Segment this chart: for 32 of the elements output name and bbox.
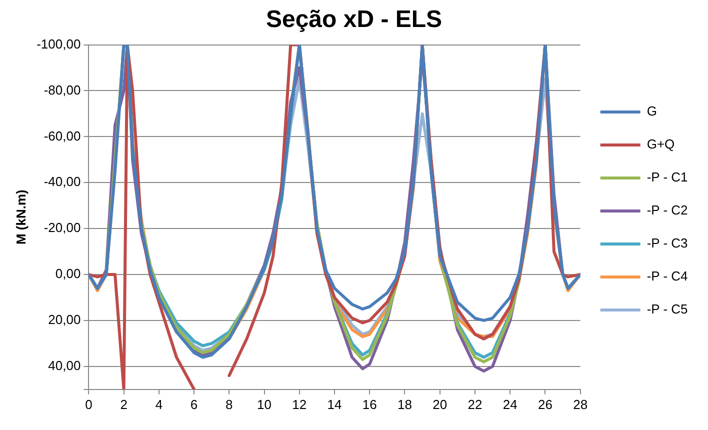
x-tick-label: 26 bbox=[538, 396, 552, 412]
x-tick-label: 20 bbox=[432, 396, 448, 412]
legend-label: -P - C5 bbox=[646, 302, 688, 317]
y-tick-label: 0,00 bbox=[55, 266, 81, 282]
x-tick-label: 10 bbox=[257, 396, 272, 412]
x-tick-label: 8 bbox=[226, 396, 233, 412]
legend-label: G bbox=[646, 104, 657, 119]
x-tick-label: 14 bbox=[327, 396, 342, 412]
x-tick-label: 2 bbox=[120, 396, 128, 412]
y-tick-label: 20,00 bbox=[48, 312, 81, 328]
legend-label: -P - C4 bbox=[646, 268, 688, 284]
x-tick-label: 28 bbox=[573, 396, 588, 412]
x-tick-label: 0 bbox=[85, 396, 92, 412]
legend-label: -P - C3 bbox=[646, 236, 688, 251]
x-tick-label: 18 bbox=[398, 396, 412, 412]
y-tick-label: -100,00 bbox=[36, 36, 81, 52]
chart-title: Seção xD - ELS bbox=[266, 6, 442, 34]
y-tick-label: -80,00 bbox=[44, 82, 81, 98]
legend-label: -P - C2 bbox=[646, 202, 688, 218]
legend-label: -P - C1 bbox=[646, 170, 688, 185]
x-tick-label: 6 bbox=[190, 396, 198, 412]
y-tick-label: 40,00 bbox=[48, 358, 81, 374]
y-tick-label: -20,00 bbox=[44, 220, 81, 236]
x-tick-label: 16 bbox=[362, 396, 377, 412]
x-tick-label: 22 bbox=[468, 396, 482, 412]
x-tick-label: 24 bbox=[502, 396, 518, 412]
legend-label: G+Q bbox=[646, 136, 675, 152]
y-tick-label: -60,00 bbox=[44, 128, 81, 144]
x-tick-label: 12 bbox=[292, 396, 307, 412]
y-tick-label: -40,00 bbox=[44, 174, 81, 190]
x-tick-label: 4 bbox=[155, 396, 163, 412]
y-axis-title: M (kN.m) bbox=[13, 190, 28, 245]
